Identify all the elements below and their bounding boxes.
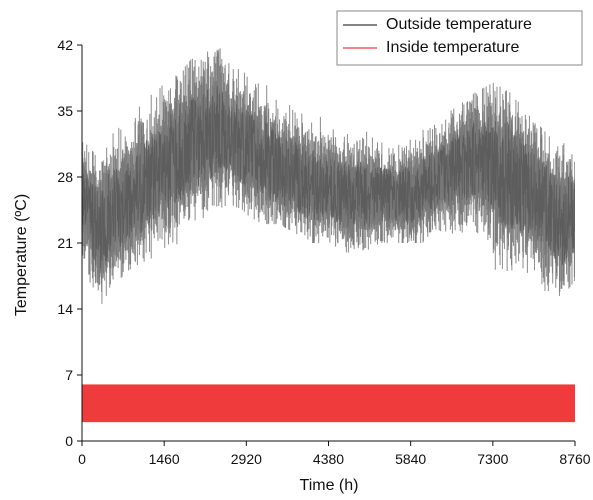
x-axis-tick-label: 2920	[231, 451, 262, 467]
axis-layer: 0 1460 2920 4380 5840 7300 8760 0 7 14 21 28 35 42	[57, 37, 590, 467]
y-axis-tick-label: 28	[57, 169, 73, 185]
outside-temperature-line	[82, 85, 575, 269]
inside-temperature-band	[82, 384, 575, 423]
y-axis-tick-label: 21	[57, 235, 73, 251]
legend-box	[336, 10, 583, 66]
x-axis-title: Time (h)	[300, 477, 359, 494]
y-axis-tick-label: 35	[57, 103, 73, 119]
legend: Outside temperature Inside temperature	[336, 10, 583, 66]
y-axis-title: Temperature (ºC)	[13, 194, 30, 316]
outside-temperature-series	[82, 48, 575, 304]
legend-label-inside-temperature: Inside temperature	[386, 39, 520, 56]
x-axis-tick-label: 0	[78, 451, 86, 467]
y-axis-tick-label: 7	[65, 367, 73, 383]
x-axis-tick-label: 4380	[313, 451, 344, 467]
x-axis-tick-label: 1460	[149, 451, 180, 467]
y-axis-tick-label: 0	[65, 433, 73, 449]
y-axis-tick-label: 14	[57, 301, 73, 317]
legend-label-outside-temperature: Outside temperature	[386, 16, 532, 33]
plot-layer	[82, 48, 575, 423]
x-axis-tick-label: 8760	[559, 451, 590, 467]
x-axis-tick-label: 7300	[477, 451, 508, 467]
x-axis-tick-label: 5840	[395, 451, 426, 467]
y-axis-tick-label: 42	[57, 37, 73, 53]
